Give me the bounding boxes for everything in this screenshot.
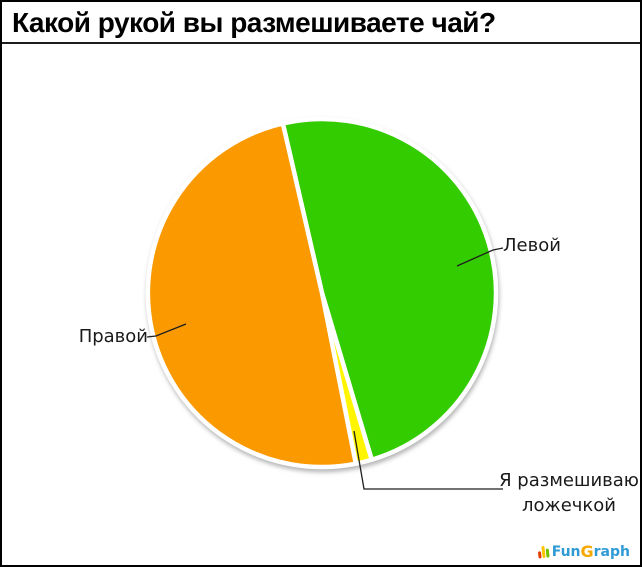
bar-chart-icon-bar-red	[537, 551, 542, 559]
bar-chart-icon-bar-yellow	[541, 545, 546, 559]
logo-text-raph: raph	[593, 544, 630, 560]
callout-lines	[146, 247, 504, 490]
callout-label-left: Левой	[503, 235, 561, 256]
bar-chart-icon	[537, 545, 550, 559]
bar-chart-icon-bar-green	[545, 548, 550, 558]
callout-label-spoon-line1: Я размешиваю	[499, 470, 639, 491]
pie-group	[145, 116, 499, 470]
pie-slice-0	[280, 116, 499, 462]
pie-slice-2	[145, 121, 359, 470]
chart-title: Какой рукой вы размешиваете чай?	[12, 7, 496, 38]
callout-line-right	[146, 323, 187, 338]
logo-text-g: G	[580, 542, 594, 561]
callout-label-right: Правой	[78, 326, 148, 347]
callout-line-spoon	[353, 430, 503, 490]
callout-label-spoon-line2: ложечкой	[521, 495, 617, 516]
callout-label-spoon: Я размешиваю ложечкой	[496, 468, 640, 518]
callout-line-left	[456, 247, 504, 267]
logo-text-fun: Fun	[551, 544, 581, 560]
title-divider	[2, 42, 640, 44]
fungraph-logo: Fun G raph	[537, 542, 630, 561]
